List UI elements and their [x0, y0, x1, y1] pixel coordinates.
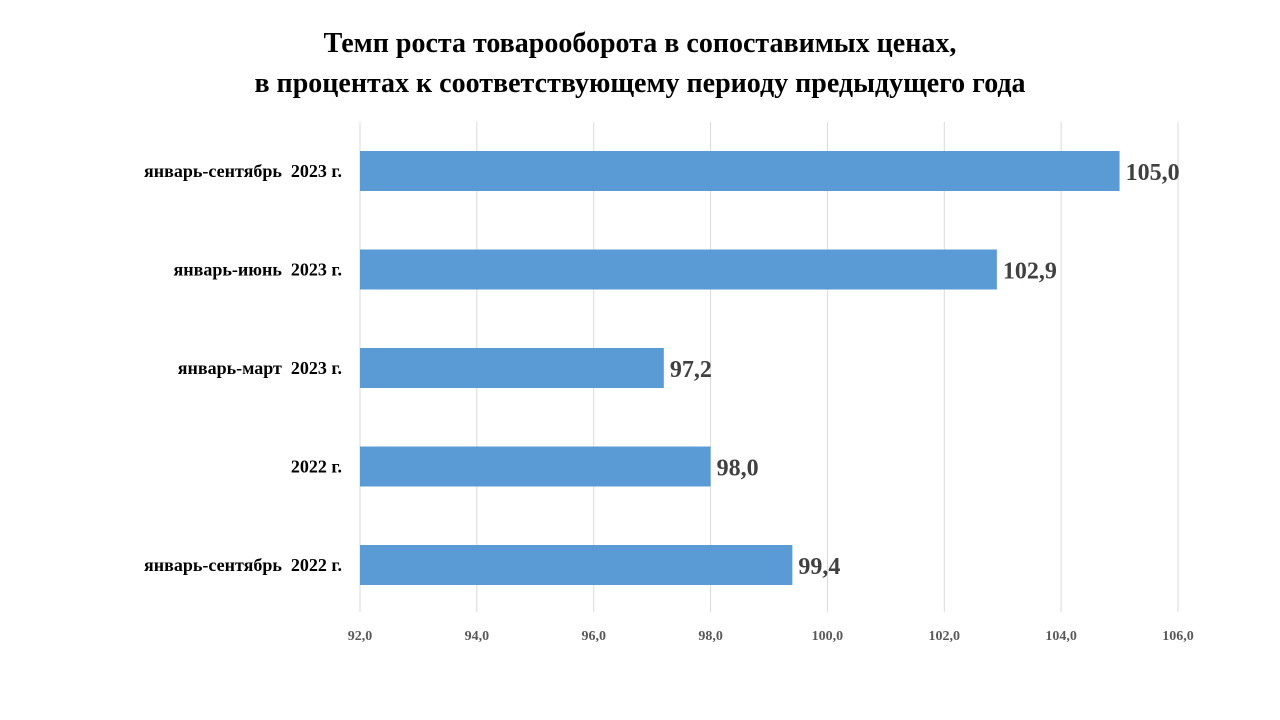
x-tick-label: 96,0 — [581, 629, 606, 644]
data-label: 105,0 — [1126, 160, 1180, 186]
x-tick-label: 106,0 — [1162, 629, 1194, 644]
category-label: январь-сентябрь 2022 г. — [144, 555, 342, 575]
x-tick-label: 98,0 — [698, 629, 723, 644]
data-label: 99,4 — [798, 554, 840, 580]
data-label: 102,9 — [1003, 259, 1057, 285]
bar — [360, 249, 997, 290]
bar — [360, 446, 711, 487]
chart-title-line-2: в процентах к соответствующему периоду п… — [254, 68, 1026, 99]
labels: 92,0 94,0 96,0 98,0 100,0 102,0 104,0 106,0 янва… — [144, 160, 1194, 644]
x-tick-label: 100,0 — [812, 629, 844, 644]
category-label: 2022 г. — [291, 457, 342, 477]
data-label: 98,0 — [717, 456, 759, 482]
bar — [360, 348, 664, 388]
x-tick-label: 94,0 — [465, 629, 490, 644]
bars — [360, 151, 1120, 585]
x-tick-label: 102,0 — [929, 629, 961, 644]
bar — [360, 151, 1120, 191]
category-label: январь-март 2023 г. — [178, 358, 342, 378]
x-tick-label: 104,0 — [1045, 629, 1077, 644]
chart-title-line-1: Темп роста товарооборота в сопоставимых … — [323, 28, 957, 59]
bar — [360, 545, 793, 585]
category-label: январь-июнь 2023 г. — [173, 260, 342, 280]
data-label: 97,2 — [670, 357, 712, 383]
category-label: январь-сентябрь 2023 г. — [144, 161, 342, 181]
x-tick-label: 92,0 — [348, 629, 373, 644]
chart-title: Темп роста товарооборота в сопоставимых … — [0, 24, 1280, 104]
